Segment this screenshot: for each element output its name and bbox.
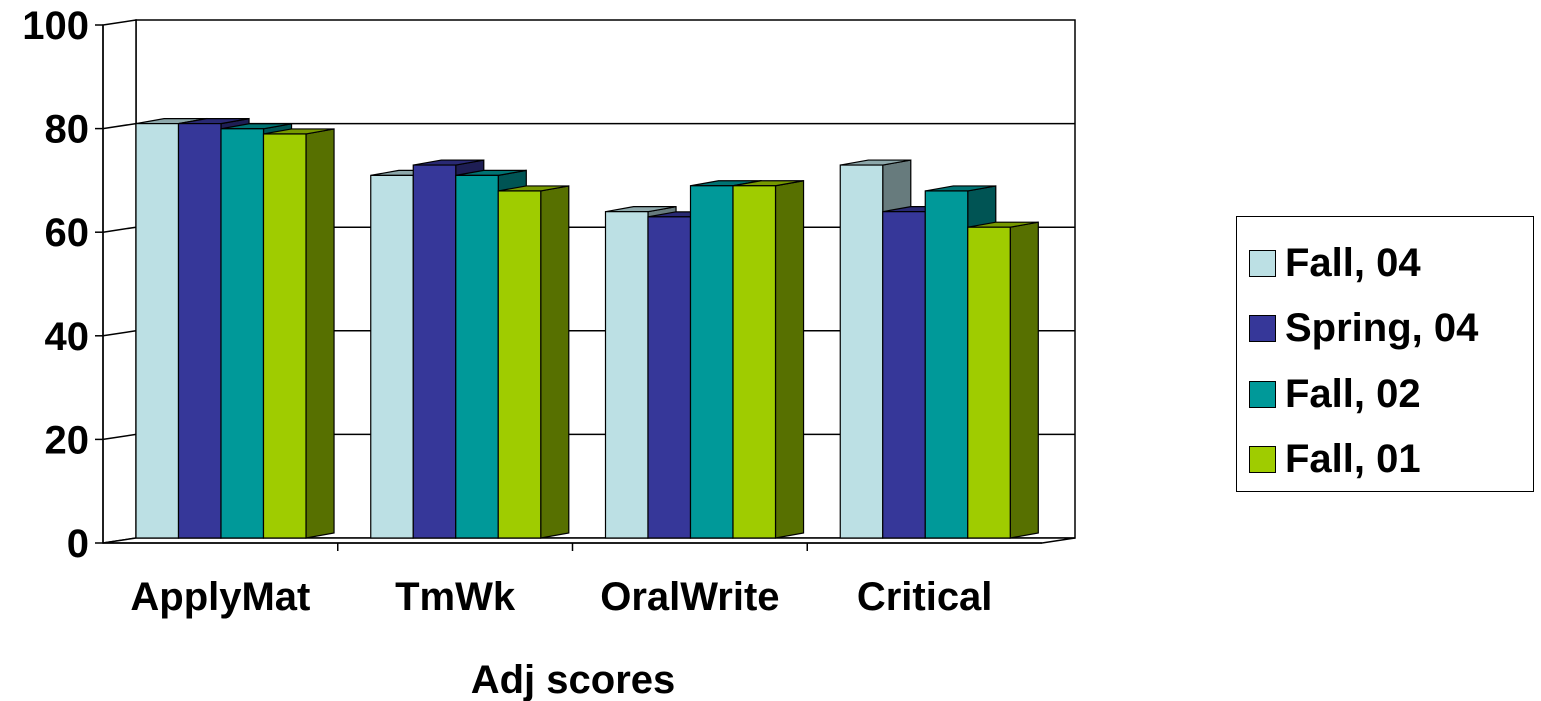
y-tick-labels: 0 20 40 60 80 100 <box>22 4 89 566</box>
bar-fall-01-tmwk <box>497 185 570 539</box>
side-wall <box>102 19 137 544</box>
y-tick-label: 80 <box>45 108 90 152</box>
legend-item-spring-04: Spring, 04 <box>1249 305 1479 350</box>
bar-fall-01-applymat <box>262 128 335 539</box>
legend-label: Spring, 04 <box>1285 305 1479 350</box>
legend-swatch <box>1249 249 1276 277</box>
bar-fall-01-critical <box>967 221 1039 539</box>
bars <box>135 117 1039 539</box>
bar-front <box>647 216 692 539</box>
bar-front <box>135 122 180 539</box>
legend-item-fall-02: Fall, 02 <box>1249 371 1421 416</box>
bar-front <box>604 211 649 539</box>
bar-fall-01-oralwrite <box>732 180 805 539</box>
bar-front <box>967 226 1011 539</box>
bar-front <box>455 174 499 539</box>
legend-item-fall-04: Fall, 04 <box>1249 240 1421 285</box>
bar-front <box>732 185 777 539</box>
legend-swatch <box>1249 380 1276 408</box>
bar-front <box>882 211 926 539</box>
x-axis-title: Adj scores <box>471 658 676 701</box>
y-tick-label: 60 <box>45 211 90 255</box>
axes <box>95 24 1042 551</box>
legend-item-fall-01: Fall, 01 <box>1249 436 1421 481</box>
bar-front <box>220 128 265 539</box>
bar-side <box>305 128 335 539</box>
bar-front <box>412 164 457 539</box>
bar-front <box>262 133 307 539</box>
x-tick-label: ApplyMat <box>130 575 310 619</box>
legend-swatch <box>1249 314 1276 342</box>
y-tick-label: 40 <box>45 315 90 359</box>
legend-label: Fall, 04 <box>1285 240 1421 285</box>
legend: Fall, 04 Spring, 04 Fall, 02 Fall, 01 <box>1236 216 1534 492</box>
bar-side <box>540 185 570 539</box>
legend-label: Fall, 02 <box>1285 371 1421 416</box>
x-tick-label: Critical <box>857 575 993 619</box>
legend-swatch <box>1249 445 1276 473</box>
gridline-side <box>102 226 137 233</box>
bar-side <box>1009 221 1039 539</box>
bar-front <box>497 190 542 539</box>
gridline-side <box>102 433 137 441</box>
y-tick-label: 20 <box>45 418 90 462</box>
bar-front <box>689 185 734 539</box>
x-tick-labels: ApplyMat TmWk OralWrite Critical <box>130 575 992 619</box>
y-tick-label: 100 <box>22 4 89 48</box>
gridline-side <box>102 330 137 337</box>
x-tick-label: TmWk <box>395 575 516 619</box>
gridline-side <box>102 122 137 130</box>
bar-front <box>924 190 969 539</box>
bar-front <box>839 164 884 539</box>
legend-label: Fall, 01 <box>1285 436 1421 481</box>
bar-front <box>370 174 414 539</box>
x-tick-label: OralWrite <box>600 575 779 619</box>
bar-side <box>774 180 805 539</box>
bar-front <box>177 122 222 539</box>
y-tick-label: 0 <box>67 522 89 566</box>
